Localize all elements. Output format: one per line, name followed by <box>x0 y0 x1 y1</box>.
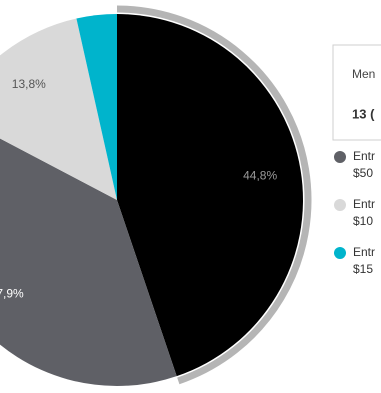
legend-swatch <box>334 151 346 163</box>
slice-label: 37,9% <box>0 286 24 300</box>
tooltip-box <box>332 44 381 141</box>
legend-label: Entr <box>353 149 375 163</box>
slice <box>76 14 117 200</box>
slice <box>0 138 177 386</box>
legend-swatch <box>334 247 346 259</box>
slice-label: 44,8% <box>243 169 277 183</box>
legend-swatch <box>334 199 346 211</box>
tooltip-title: Men <box>352 67 375 81</box>
slice <box>0 18 117 200</box>
legend-label: Entr <box>353 245 375 259</box>
tooltip-value: 13 ( <box>352 106 375 121</box>
highlight-ring <box>116 5 312 385</box>
legend-label: $50 <box>353 166 373 180</box>
slice <box>117 14 303 377</box>
slice-label: 13,8% <box>12 77 46 91</box>
legend-label: Entr <box>353 197 375 211</box>
legend-label: $10 <box>353 214 373 228</box>
legend-label: $15 <box>353 262 373 276</box>
